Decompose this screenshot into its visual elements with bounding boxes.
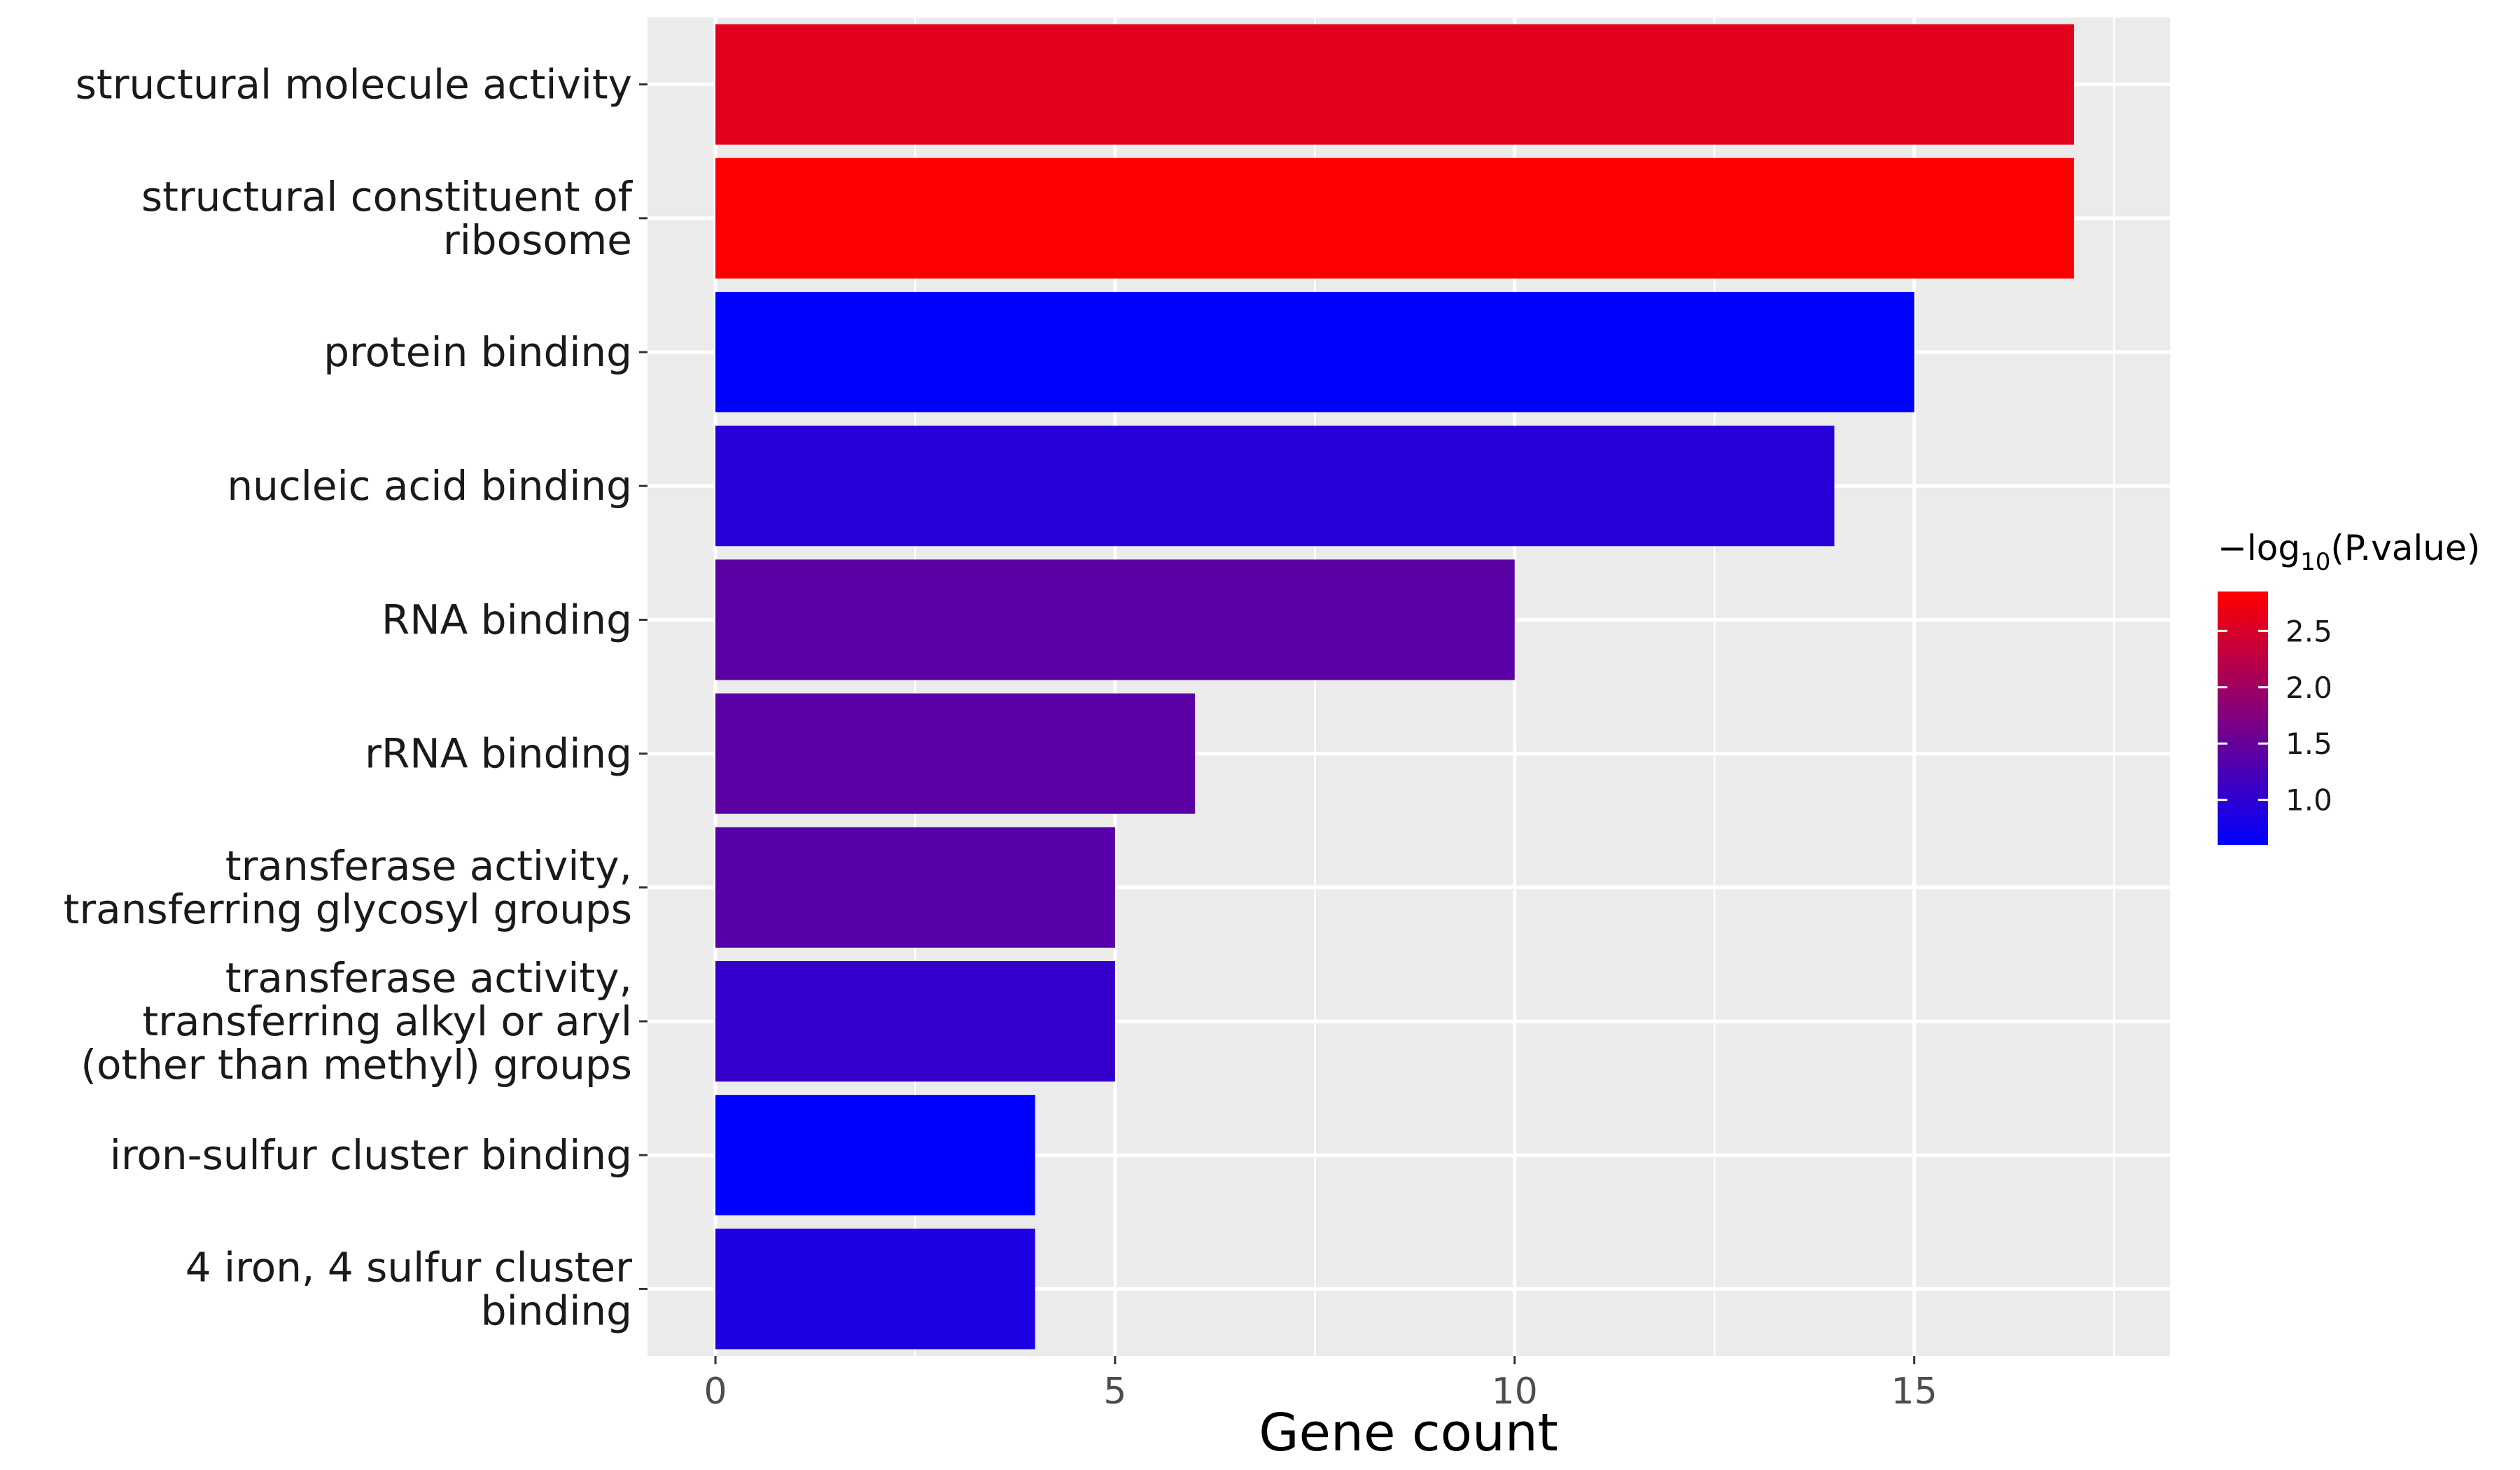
legend-tick-label: 1.5 xyxy=(2286,727,2332,761)
category-label-line: protein binding xyxy=(323,328,632,376)
bar xyxy=(715,1228,1035,1350)
bar xyxy=(715,291,1914,413)
category-label: RNA binding xyxy=(382,596,632,643)
x-tick-label: 10 xyxy=(1492,1371,1538,1413)
bar xyxy=(715,960,1115,1082)
category-label-line: structural constituent of xyxy=(141,173,634,220)
category-label-line: nucleic acid binding xyxy=(227,462,632,510)
category-label-line: (other than methyl) groups xyxy=(80,1041,632,1088)
legend-colorbar xyxy=(2218,592,2268,845)
category-labels: structural molecule activity structural c… xyxy=(64,61,648,1334)
category-label: structural molecule activity xyxy=(76,61,632,108)
category-label-line: rRNA binding xyxy=(365,730,632,778)
category-label: nucleic acid binding xyxy=(227,462,632,510)
category-label-line: transferring glycosyl groups xyxy=(64,886,632,933)
category-label-line: transferase activity, xyxy=(225,954,632,1002)
color-legend: −log10(P.value) 1.0 1.5 2.0 2.5 xyxy=(2218,528,2480,845)
x-tick-label: 5 xyxy=(1103,1371,1126,1413)
bar xyxy=(715,158,2074,279)
x-tick-label: 15 xyxy=(1891,1371,1938,1413)
legend-tick-label: 1.0 xyxy=(2286,783,2332,818)
bar xyxy=(715,1095,1035,1216)
bar xyxy=(715,827,1115,948)
category-label: transferase activity, transferring glycos… xyxy=(64,842,632,933)
bar xyxy=(715,426,1835,547)
x-axis-title: Gene count xyxy=(1259,1403,1558,1463)
category-label: protein binding xyxy=(323,328,632,376)
bar xyxy=(715,24,2074,145)
bar xyxy=(715,559,1515,680)
category-label: 4 iron, 4 sulfur cluster binding xyxy=(186,1243,632,1334)
category-label: structural constituent of ribosome xyxy=(141,173,634,264)
category-label: transferase activity, transferring alkyl … xyxy=(80,954,632,1088)
category-label-line: 4 iron, 4 sulfur cluster xyxy=(186,1243,632,1291)
category-label-line: ribosome xyxy=(443,216,632,264)
x-axis-ticks: 0 5 10 15 xyxy=(704,1356,1938,1413)
legend-title: −log10(P.value) xyxy=(2218,528,2480,576)
bar xyxy=(715,693,1196,814)
category-label-line: RNA binding xyxy=(382,596,632,643)
category-label-line: iron-sulfur cluster binding xyxy=(110,1131,632,1179)
category-label: iron-sulfur cluster binding xyxy=(110,1131,632,1179)
x-tick-label: 0 xyxy=(704,1371,727,1413)
legend-tick-label: 2.0 xyxy=(2286,671,2332,705)
bars xyxy=(715,24,2074,1350)
legend-ticks: 1.0 1.5 2.0 2.5 xyxy=(2218,614,2332,818)
legend-title-prefix: −log xyxy=(2218,528,2300,568)
legend-tick-label: 2.5 xyxy=(2286,614,2332,648)
category-label: rRNA binding xyxy=(365,730,632,778)
category-label-line: transferring alkyl or aryl xyxy=(142,997,632,1045)
category-label-line: transferase activity, xyxy=(225,842,632,890)
legend-title-suffix: (P.value) xyxy=(2330,528,2480,568)
legend-title-subscript: 10 xyxy=(2300,548,2330,576)
category-label-line: structural molecule activity xyxy=(76,61,632,108)
category-label-line: binding xyxy=(481,1287,632,1334)
